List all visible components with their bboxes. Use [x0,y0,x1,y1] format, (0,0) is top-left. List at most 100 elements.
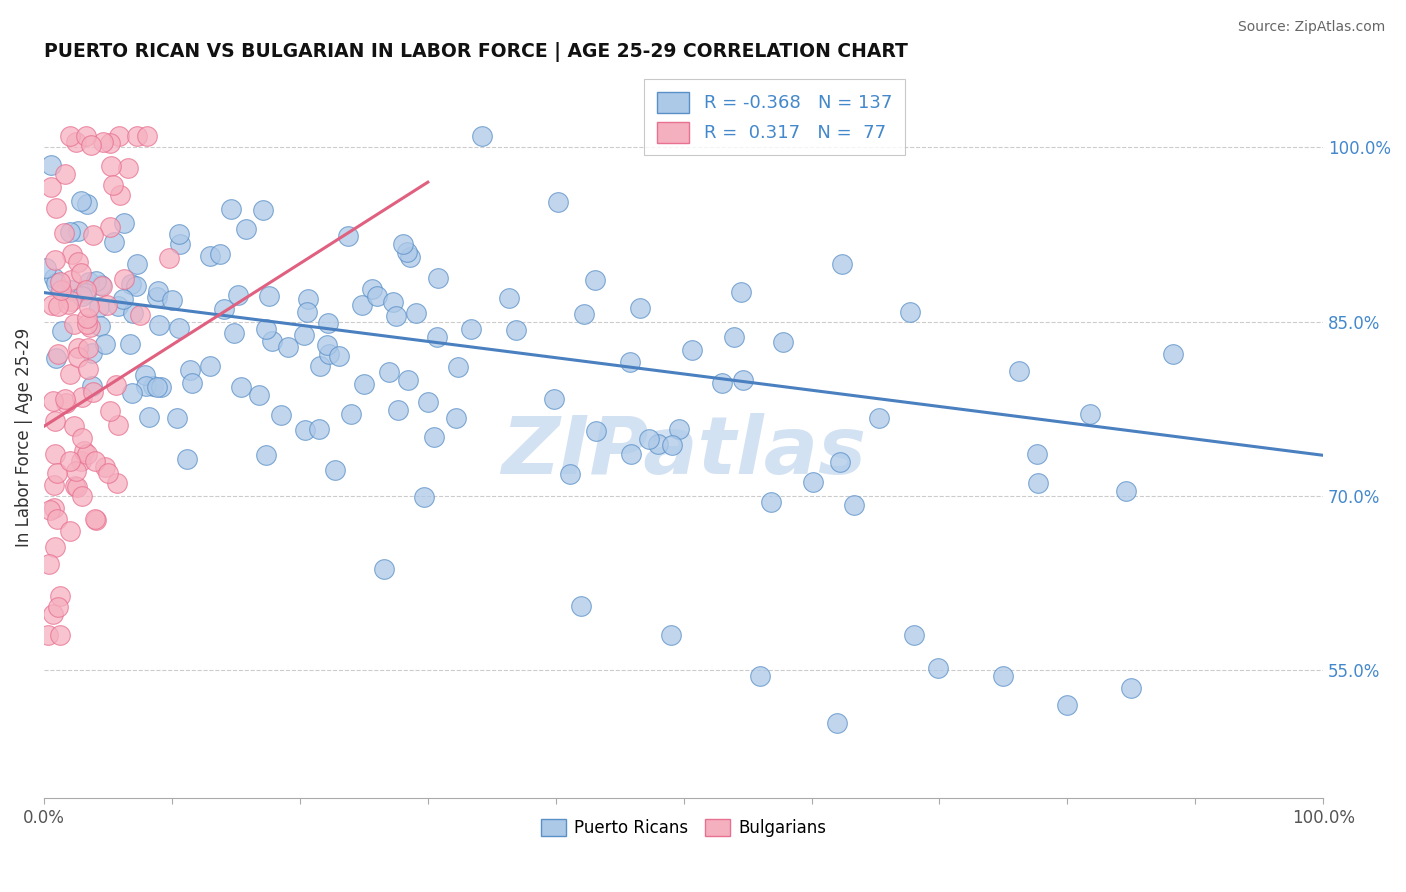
Text: ZIPatlas: ZIPatlas [501,413,866,491]
Point [110,187,132,202]
Text: Source: ZipAtlas.com: Source: ZipAtlas.com [1237,20,1385,34]
Point [42,501,65,516]
Point [134,368,156,382]
Point [98,219,121,234]
Point [125,128,148,143]
Point [56,297,79,311]
Point [323,462,346,476]
Point [350,298,373,312]
Point [60,246,83,260]
Point [844,498,866,512]
Point [91,135,114,149]
Point [44,447,66,461]
Point [100,404,122,418]
Point [53,167,76,181]
Point [89,300,111,314]
Point [711,376,734,390]
Point [51,324,73,338]
Point [49,275,72,289]
Point [79,320,101,334]
Point [801,475,824,489]
Point [73,444,96,458]
Point [48,299,70,313]
Point [45,466,67,480]
Point [148,318,170,332]
Point [294,423,316,437]
Point [405,306,427,320]
Point [117,161,139,175]
Point [105,475,128,490]
Point [160,293,183,307]
Point [277,340,299,354]
Point [619,355,641,369]
Point [558,467,581,481]
Point [59,128,82,143]
Point [387,403,409,417]
Point [53,226,76,240]
Point [585,425,607,439]
Point [157,251,180,265]
Point [444,410,467,425]
Point [315,338,337,352]
Point [38,558,60,572]
Point [80,137,103,152]
Point [39,503,62,517]
Point [723,329,745,343]
Point [125,279,148,293]
Point [67,254,90,268]
Point [48,599,70,614]
Point [45,351,67,365]
Point [65,135,87,149]
Point [340,408,363,422]
Point [108,128,131,143]
Point [661,437,683,451]
Point [254,448,277,462]
Point [353,376,375,391]
Point [59,454,82,468]
Point [898,305,921,319]
Point [224,326,246,340]
Point [66,350,89,364]
Point [772,335,794,350]
Point [48,590,70,604]
Point [76,310,98,325]
Point [120,277,142,291]
Point [543,392,565,406]
Point [77,362,100,376]
Point [103,235,125,249]
Point [72,288,94,302]
Point [103,178,125,192]
Point [112,271,135,285]
Point [825,715,848,730]
Point [72,489,94,503]
Point [135,379,157,393]
Point [118,336,141,351]
Point [59,273,82,287]
Point [384,309,406,323]
Point [426,271,449,285]
Point [75,128,97,143]
Point [107,299,129,313]
Point [76,447,98,461]
Point [44,478,66,492]
Point [89,319,111,334]
Point [447,359,470,374]
Point [146,289,169,303]
Legend: Puerto Ricans, Bulgarians: Puerto Ricans, Bulgarians [534,813,832,844]
Point [731,373,754,387]
Point [668,422,690,436]
Point [336,229,359,244]
Point [1115,484,1137,499]
Point [498,291,520,305]
Point [82,384,104,399]
Point [35,260,58,275]
Point [146,284,169,298]
Point [45,202,67,216]
Point [63,418,86,433]
Point [72,431,94,445]
Point [44,540,66,554]
Point [75,284,97,298]
Point [749,669,772,683]
Point [59,283,82,297]
Point [426,330,449,344]
